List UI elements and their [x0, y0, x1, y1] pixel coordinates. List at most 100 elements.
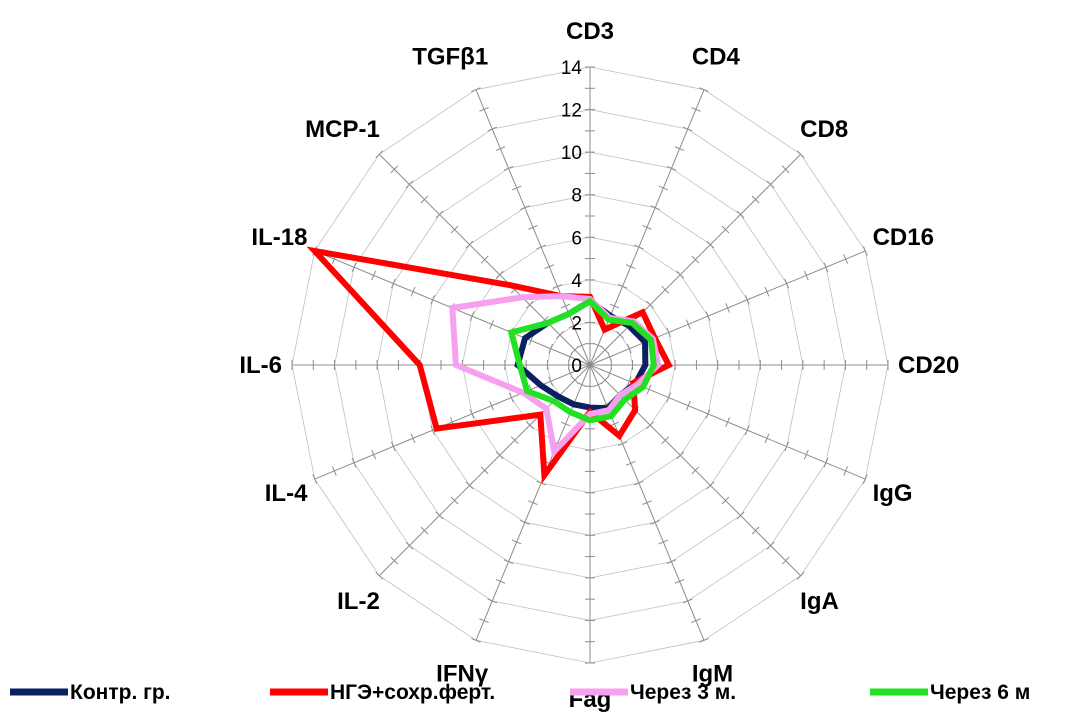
axis-tick: [862, 246, 868, 256]
axis-tick: [676, 270, 685, 279]
axis-tick: [544, 264, 555, 270]
axis-label: IgG: [873, 480, 913, 507]
axis-tick: [525, 300, 534, 309]
axis-tick: [784, 278, 790, 289]
axis-tick: [781, 556, 790, 565]
axis-tick: [405, 180, 414, 189]
axis-tick: [495, 451, 504, 460]
axis-tick: [430, 425, 436, 435]
axis-tick: [661, 436, 670, 445]
axis-tick: [469, 311, 475, 321]
axis-tick: [435, 210, 444, 219]
axis-tick: [390, 556, 399, 565]
axis-tick: [676, 451, 685, 460]
series-layer: [306, 246, 673, 484]
axis-tick: [646, 384, 652, 395]
axis-tick: [465, 481, 474, 490]
axis-tick: [471, 637, 481, 643]
axis-tick: [691, 618, 701, 624]
axis-tick: [691, 466, 700, 475]
axis-tick: [725, 417, 731, 427]
axis-label: TGFβ1: [412, 43, 488, 70]
axis-tick: [520, 519, 530, 525]
axis-tick: [650, 205, 660, 211]
axis-tick: [593, 382, 603, 388]
axis-label: IL-2: [337, 588, 380, 615]
axis-tick: [674, 146, 685, 152]
axis-tick: [525, 421, 534, 430]
axis-tick: [658, 185, 669, 191]
axis-tick: [616, 331, 624, 339]
axis-tick: [796, 571, 805, 580]
axis-tick: [536, 480, 546, 486]
axis-tick: [626, 343, 632, 354]
axis-tick: [410, 433, 416, 444]
axis-tick: [699, 637, 709, 643]
axis-tick: [520, 205, 530, 211]
axis-tick: [495, 578, 506, 584]
axis-tick: [480, 466, 489, 475]
axis-label: IFNγ: [436, 661, 489, 688]
tick-label: 12: [561, 101, 582, 122]
axis-tick: [375, 571, 384, 580]
axis-tick: [390, 441, 396, 452]
axis-tick: [548, 343, 554, 354]
axis-tick: [560, 303, 571, 309]
axis-tick: [607, 352, 613, 362]
axis-tick: [495, 146, 506, 152]
axis-tick: [410, 286, 416, 297]
axis-tick: [744, 425, 750, 435]
axis-tick: [658, 539, 669, 545]
tick-label: 4: [571, 271, 582, 292]
axis-tick: [556, 331, 564, 339]
axis-tick: [803, 449, 809, 460]
axis-tick: [567, 352, 573, 362]
axis-label: IgM: [692, 661, 733, 688]
axis-tick: [705, 409, 711, 419]
axis-label: IL-18: [251, 224, 307, 251]
axis-tick: [508, 392, 514, 403]
axis-tick: [560, 421, 571, 427]
axis-tick: [568, 323, 579, 329]
axis-tick: [751, 195, 760, 204]
axis-tick: [766, 541, 775, 550]
axis-tick: [450, 496, 459, 505]
legend-label: Через 3 м.: [630, 681, 736, 704]
axis-tick: [351, 262, 357, 273]
axis-tick: [674, 578, 685, 584]
axis-tick: [471, 87, 481, 93]
axis-tick: [682, 126, 693, 132]
axis-label: IL-4: [265, 480, 308, 507]
axis-tick: [601, 346, 609, 354]
axis-tick: [646, 421, 655, 430]
axis-tick: [699, 87, 709, 93]
axis-tick: [642, 224, 652, 230]
tick-label: 14: [561, 58, 583, 79]
axis-tick: [609, 421, 620, 427]
axis-tick: [552, 283, 563, 289]
axis-tick: [682, 598, 693, 604]
axis-tick: [479, 618, 489, 624]
axis-tick: [744, 295, 750, 305]
tick-label: 0: [571, 356, 582, 377]
axis-tick: [479, 106, 489, 112]
axis-tick: [721, 496, 730, 505]
axis-tick: [705, 311, 711, 321]
axis-tick: [420, 526, 429, 535]
axis-tick: [617, 441, 628, 447]
axis-tick: [430, 295, 436, 305]
axis-tick: [666, 392, 672, 403]
axis-tick: [661, 285, 670, 294]
axis-tick: [843, 254, 849, 264]
axis-tick: [685, 400, 691, 411]
axis-tick: [371, 270, 377, 281]
axis-tick: [503, 559, 514, 565]
axis-tick: [617, 283, 628, 289]
axis-label: CD3: [566, 18, 614, 45]
axis-tick: [375, 150, 384, 159]
axis-tick: [420, 195, 429, 204]
axis-tick: [784, 441, 790, 452]
grid-layer: [291, 66, 889, 664]
axis-tick: [666, 165, 677, 171]
axis-tick: [796, 150, 805, 159]
